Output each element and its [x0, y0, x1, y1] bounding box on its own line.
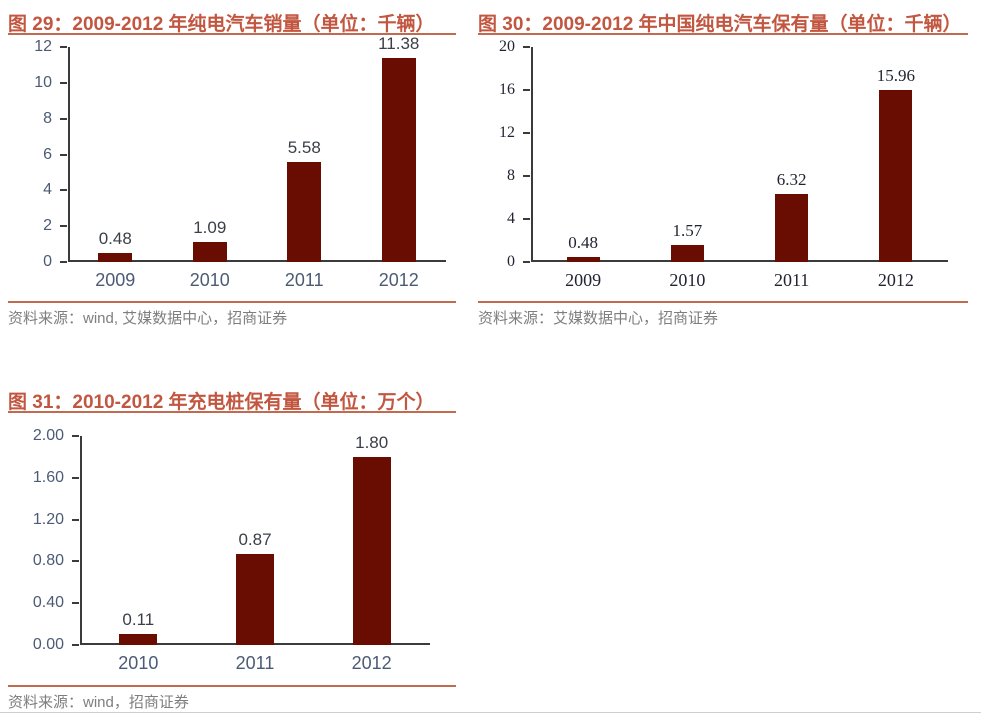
value-label-2009: 0.48 — [568, 233, 598, 252]
y-tick-mark — [60, 261, 67, 263]
y-tick-mark — [72, 644, 79, 646]
value-label-2012: 15.96 — [876, 66, 915, 85]
y-tick-label: 8 — [507, 167, 515, 184]
category-label-2010: 2010 — [118, 653, 159, 673]
y-tick-mark — [72, 602, 79, 605]
value-label-2011: 6.32 — [776, 170, 807, 189]
chart31-source: 资料来源：wind，招商证券 — [8, 694, 189, 711]
chart30-title-rule — [478, 33, 968, 35]
y-tick-mark — [60, 117, 67, 120]
y-tick-label: 2.00 — [32, 427, 64, 444]
y-tick-mark — [523, 175, 530, 177]
category-label-2012: 2012 — [378, 270, 419, 290]
chart30-plot-area: 0 4 8 12 16 20 0.48 2009 1.57 2010 6.32 2011 15.96 20… — [499, 38, 948, 290]
category-label-2011: 2011 — [773, 270, 810, 290]
chart30-panel: 图 30：2009-2012 年中国纯电汽车保有量（单位：千辆） 0 4 8 12 16… — [478, 8, 968, 340]
y-tick-mark — [72, 518, 79, 521]
chart29-source: 资料来源：wind, 艾媒数据中心，招商证券 — [8, 310, 288, 327]
value-label-2011: 0.87 — [238, 530, 272, 549]
category-label-2011: 2011 — [235, 653, 275, 673]
y-tick-label: 20 — [499, 38, 515, 55]
category-label-2012: 2012 — [351, 653, 392, 673]
category-label-2010: 2010 — [189, 270, 230, 290]
x-axis-line — [68, 260, 446, 262]
x-axis-line — [531, 260, 948, 262]
value-label-2012: 11.38 — [378, 34, 420, 53]
chart29-source-rule — [8, 301, 456, 303]
y-tick-label: 0 — [43, 253, 52, 270]
value-label-2011: 5.58 — [287, 138, 321, 157]
y-axis-line — [531, 47, 533, 262]
y-tick-mark — [72, 435, 79, 437]
y-axis-line — [80, 436, 82, 645]
chart29-plot-area: 0 2 4 6 8 10 12 0.48 2009 1.09 2010 5.58 2011 11.38 20… — [34, 35, 446, 290]
value-label-2009: 0.48 — [98, 229, 132, 248]
y-tick-mark — [60, 46, 67, 48]
y-tick-label: 4 — [43, 181, 52, 199]
chart31-title-rule — [8, 411, 456, 413]
bar-2012 — [381, 58, 416, 262]
y-tick-mark — [523, 46, 530, 48]
y-tick-mark — [523, 89, 530, 91]
y-tick-label: 10 — [34, 73, 52, 91]
y-tick-label: 12 — [34, 38, 52, 55]
value-label-2012: 1.80 — [355, 433, 389, 452]
chart29-title: 图 29：2009-2012 年纯电汽车销量（单位：千辆） — [8, 14, 435, 35]
chart30-title: 图 30：2009-2012 年中国纯电汽车保有量（单位：千辆） — [478, 14, 962, 35]
y-tick-label: 16 — [499, 81, 515, 98]
y-tick-mark — [72, 476, 79, 479]
bar-2011 — [236, 554, 274, 645]
y-tick-label: 12 — [499, 124, 515, 141]
category-label-2009: 2009 — [95, 270, 136, 290]
y-tick-mark — [60, 153, 67, 156]
category-label-2010: 2010 — [669, 270, 706, 290]
bar-2009 — [566, 257, 600, 262]
bar-2010 — [192, 242, 227, 262]
bar-2011 — [775, 194, 809, 262]
bar-2010 — [670, 245, 704, 262]
value-label-2010: 0.11 — [122, 610, 155, 629]
bar-2011 — [287, 162, 322, 262]
bottom-divider — [0, 712, 981, 713]
chart31-panel: 图 31：2010-2012 年充电桩保有量（单位：万个） 0.00 0.40 0.… — [8, 386, 456, 716]
y-tick-mark — [523, 132, 530, 134]
y-tick-mark — [523, 218, 530, 220]
category-label-2009: 2009 — [565, 270, 602, 290]
chart31-plot-area: 0.00 0.40 0.80 1.20 1.60 2.00 0.11 2010 0.87 2011… — [33, 427, 430, 673]
value-label-2010: 1.57 — [672, 221, 703, 240]
y-axis-line — [68, 47, 70, 262]
bar-2009 — [98, 253, 133, 262]
y-tick-mark — [60, 225, 67, 228]
chart29-panel: 图 29：2009-2012 年纯电汽车销量（单位：千辆） 0 2 4 6 8 10 12 0… — [8, 8, 456, 340]
category-label-2012: 2012 — [877, 270, 914, 290]
y-tick-mark — [72, 560, 79, 563]
y-tick-label: 0.40 — [32, 594, 64, 612]
y-tick-label: 0.80 — [32, 552, 64, 570]
y-tick-label: 1.60 — [32, 468, 64, 486]
y-tick-label: 8 — [43, 109, 52, 127]
bar-2012 — [352, 457, 391, 645]
y-tick-label: 4 — [507, 210, 515, 227]
y-tick-mark — [60, 81, 67, 84]
bar-2012 — [879, 90, 913, 262]
value-label-2010: 1.09 — [193, 218, 227, 237]
chart30-source: 资料来源：艾媒数据中心，招商证券 — [478, 310, 719, 327]
y-tick-mark — [60, 189, 67, 192]
category-label-2011: 2011 — [284, 270, 324, 290]
chart30-source-rule — [478, 301, 968, 303]
chart31-title: 图 31：2010-2012 年充电桩保有量（单位：万个） — [8, 392, 435, 413]
y-tick-label: 0.00 — [32, 636, 64, 653]
y-tick-label: 0 — [507, 253, 515, 270]
chart29-title-rule — [8, 33, 456, 35]
bar-2010 — [119, 634, 158, 645]
y-tick-label: 2 — [43, 217, 52, 235]
y-tick-label: 6 — [43, 145, 52, 163]
y-tick-mark — [523, 261, 530, 263]
y-tick-label: 1.20 — [32, 510, 64, 528]
chart31-source-rule — [8, 685, 456, 687]
